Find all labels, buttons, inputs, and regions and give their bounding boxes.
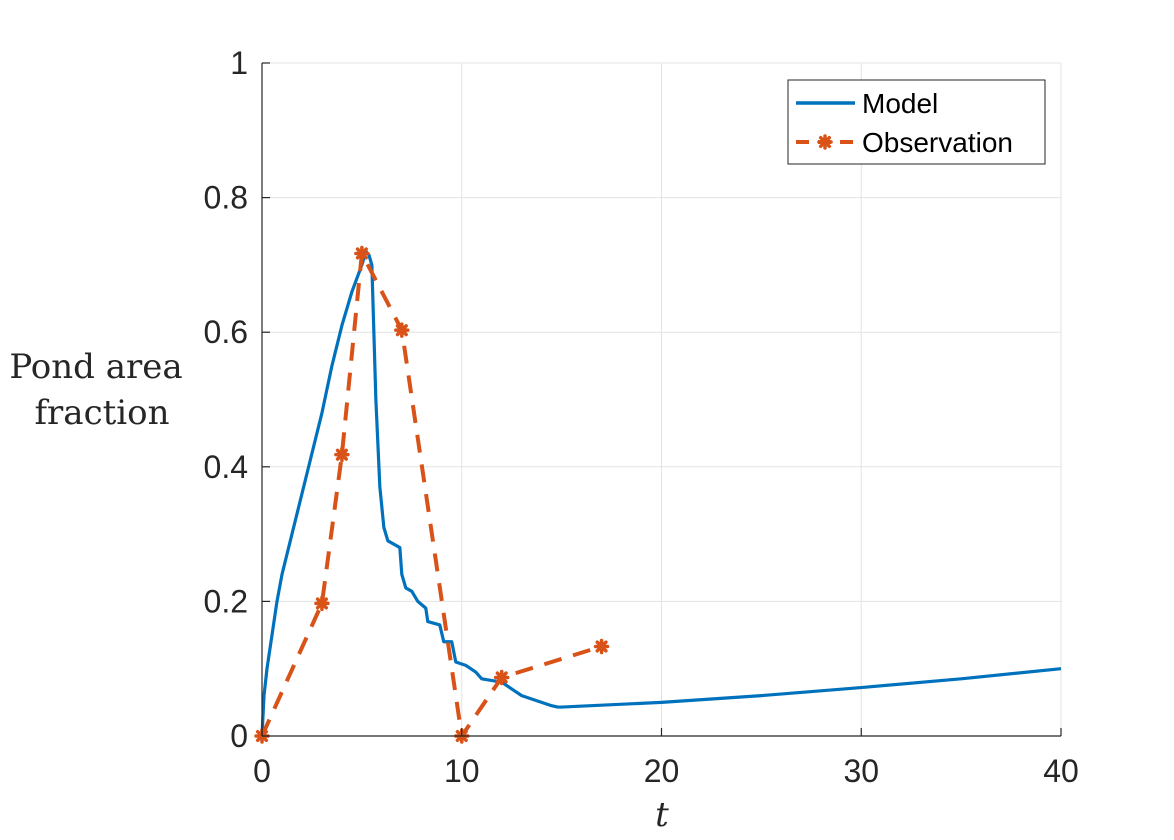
observation-point xyxy=(314,595,330,612)
y-tick-label: 0.2 xyxy=(204,583,248,619)
x-tick-label: 0 xyxy=(253,753,271,789)
x-tick-label: 40 xyxy=(1043,753,1079,789)
series-model-line xyxy=(260,249,1062,737)
legend-box xyxy=(787,79,1046,165)
y-axis-label-line1: Pond area xyxy=(9,347,182,387)
x-axis-label: t xyxy=(655,795,669,835)
y-tick-label: 0.4 xyxy=(204,449,248,485)
series-lines xyxy=(260,249,1062,738)
observation-point xyxy=(493,669,510,686)
y-tick-label: 0 xyxy=(230,718,248,754)
observation-point xyxy=(334,446,350,463)
y-tick-label: 0.6 xyxy=(204,314,248,350)
x-tick-labels: 0 10 20 30 40 xyxy=(253,753,1079,789)
marker-stroke xyxy=(355,247,368,260)
series-observation-line xyxy=(260,251,603,738)
marker-stroke xyxy=(595,640,608,653)
observation-point xyxy=(354,245,370,262)
x-tick-label: 30 xyxy=(843,753,879,789)
legend-star-marker xyxy=(817,134,833,150)
legend-model-label: Model xyxy=(862,88,938,119)
x-tick-label: 10 xyxy=(444,753,480,789)
marker-stroke xyxy=(495,671,508,684)
marker-stroke xyxy=(335,448,348,461)
y-tick-label: 0.8 xyxy=(204,180,248,216)
grid-lines xyxy=(261,62,1062,737)
axes xyxy=(261,62,1062,737)
x-tick-label: 20 xyxy=(644,753,680,789)
series-markers xyxy=(254,245,610,744)
marker-stroke xyxy=(315,597,328,610)
observation-point xyxy=(593,638,610,655)
marker-stroke xyxy=(395,324,408,337)
legend-observation-marker xyxy=(817,134,833,150)
marker-stroke xyxy=(818,135,832,149)
y-tick-label: 1 xyxy=(230,45,248,81)
y-tick-labels: 0 0.2 0.4 0.6 0.8 1 xyxy=(204,45,248,754)
legend: Model Observation xyxy=(787,79,1046,165)
legend-observation-label: Observation xyxy=(862,127,1013,158)
observation-point xyxy=(394,322,410,338)
y-axis-label-line2: fraction xyxy=(34,393,169,433)
